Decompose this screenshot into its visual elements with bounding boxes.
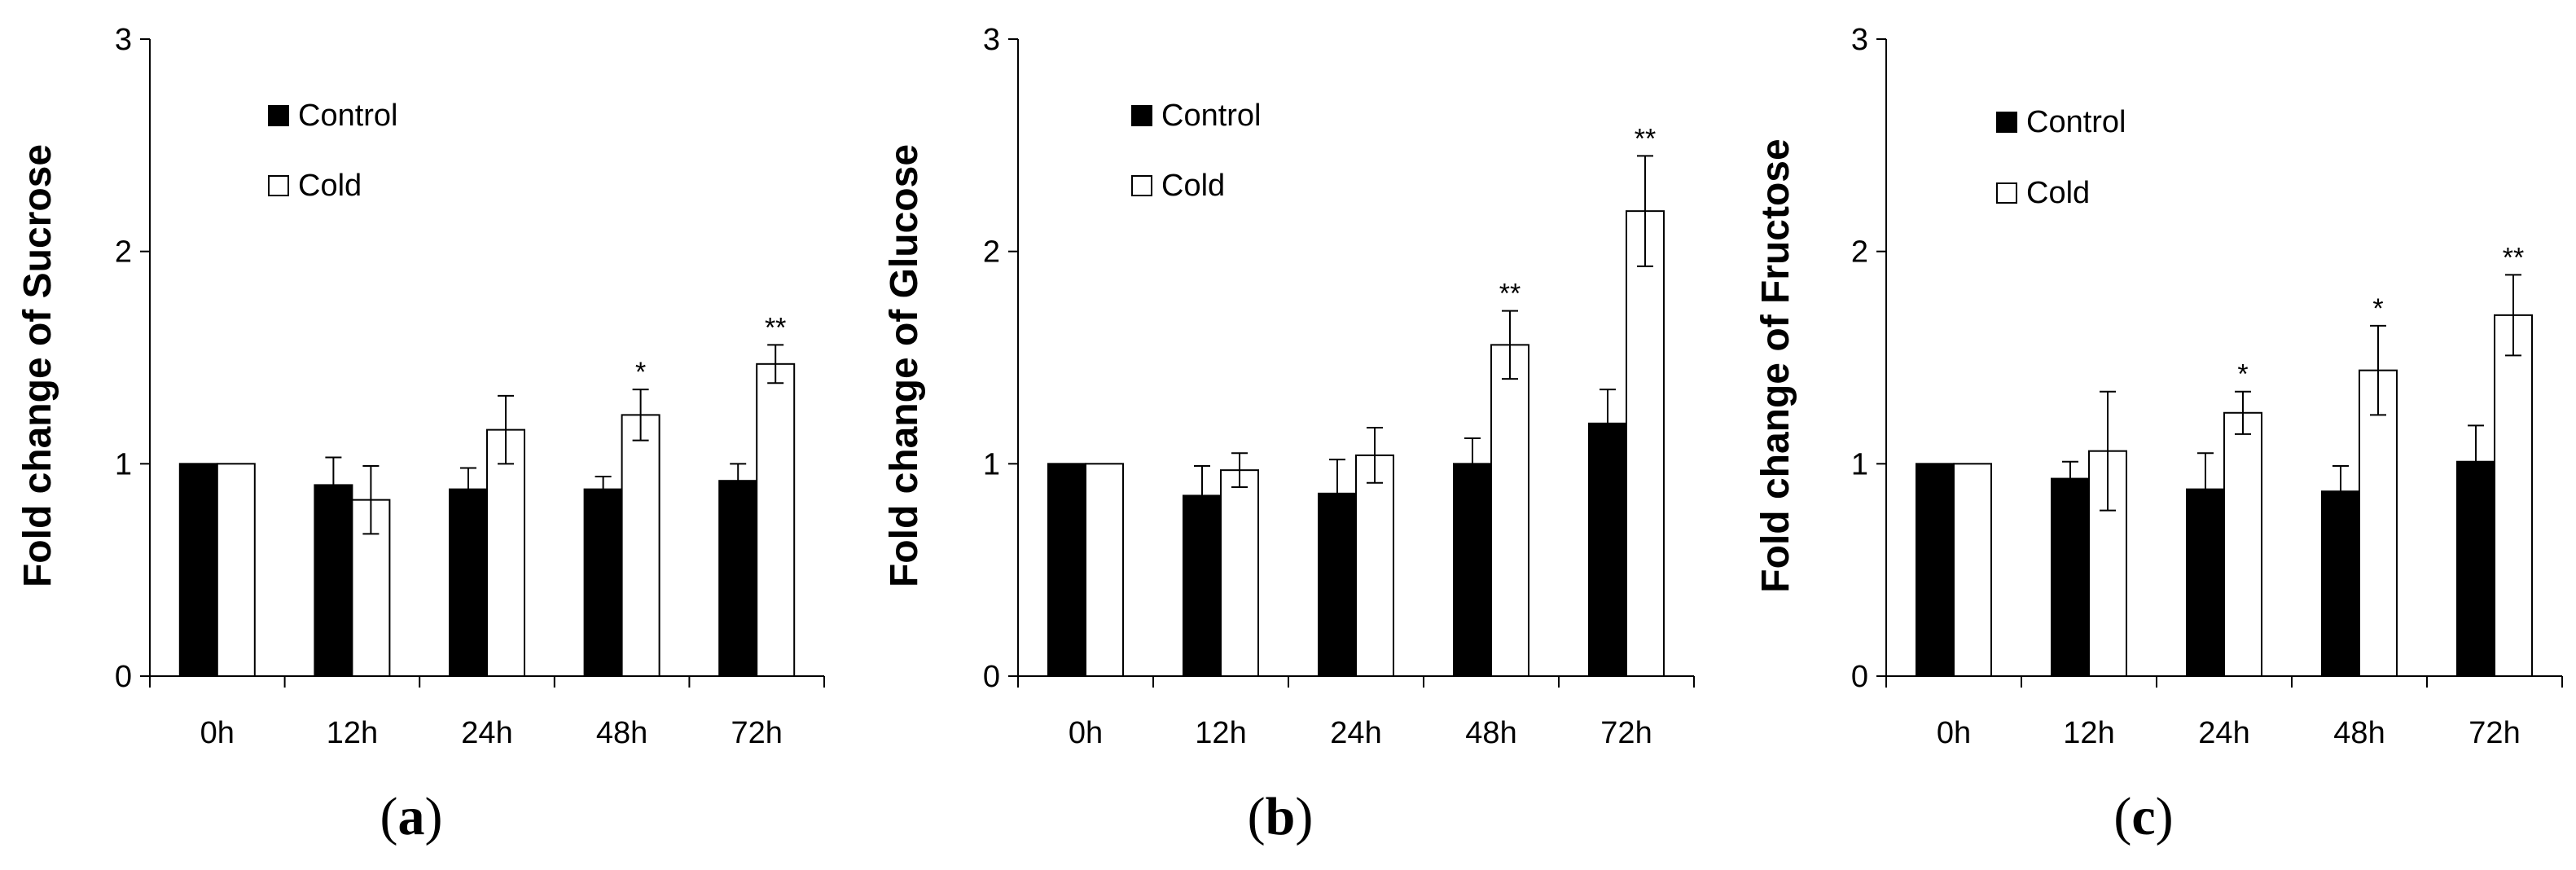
bar-control-72h <box>1588 422 1627 677</box>
legend-swatch-cold <box>268 175 289 196</box>
y-tick-label: 0 <box>983 660 1000 694</box>
y-tick-label: 2 <box>983 235 1000 270</box>
legend-label-cold: Cold <box>298 169 362 203</box>
x-tick-label: 0h <box>200 716 235 750</box>
chart-panel-c: 0 1 2 3 Fold change of Fructose 0h 12h 24h * 48h *… <box>1754 23 2563 846</box>
x-tick-label: 12h <box>1195 716 1246 750</box>
legend-swatch-cold <box>1996 182 2017 204</box>
legend-label-cold: Cold <box>2026 176 2090 210</box>
significance-mark: * <box>2372 293 2383 324</box>
bar-cold-72h <box>756 362 796 677</box>
legend-swatch-cold <box>1131 175 1152 196</box>
y-tick-label: 1 <box>983 447 1000 481</box>
x-tick-label: 24h <box>1330 716 1381 750</box>
y-tick-label: 0 <box>115 660 132 694</box>
significance-mark: ** <box>1635 123 1656 154</box>
y-tick-label: 3 <box>983 23 1000 57</box>
bar-cold-0h <box>216 463 256 677</box>
x-tick-label: 72h <box>1600 716 1652 750</box>
x-tick-label: 72h <box>2468 716 2520 750</box>
significance-mark: * <box>2237 359 2248 390</box>
chart-panel-a: 0 1 2 3 Fold change of Sucrose 0h 12h 24h 48h * 72… <box>16 23 825 846</box>
panel-label-letter: b <box>1266 787 1296 846</box>
y-tick-label: 1 <box>115 447 132 481</box>
y-tick-label: 2 <box>115 235 132 270</box>
bar-cold-48h <box>621 414 660 677</box>
x-tick-label: 12h <box>2063 716 2114 750</box>
legend-label-control: Control <box>2026 105 2126 139</box>
x-tick-label: 24h <box>2198 716 2249 750</box>
y-axis-label: Fold change of Glucose <box>883 144 926 587</box>
significance-mark: * <box>635 357 646 388</box>
panel-label-open: ( <box>380 787 398 846</box>
panel-label: (c) <box>2113 787 2173 846</box>
panel-label-open: ( <box>2113 787 2131 846</box>
y-axis-label: Fold change of Fructose <box>1754 138 1797 592</box>
legend-label-control: Control <box>298 99 398 133</box>
panel-label-open: ( <box>1248 787 1266 846</box>
bar-cold-0h <box>1085 463 1124 677</box>
panel-label-close: ) <box>1295 787 1313 846</box>
x-tick-label: 24h <box>461 716 512 750</box>
x-tick-label: 0h <box>1069 716 1103 750</box>
panel-label: (b) <box>1248 787 1314 846</box>
x-tick-label: 12h <box>327 716 378 750</box>
bar-cold-12h <box>1220 469 1259 677</box>
chart-panel-b: 0 1 2 3 Fold change of Glucose 0h 12h 24h 48h ** 7… <box>883 23 1695 846</box>
significance-mark: ** <box>765 312 786 343</box>
y-tick-label: 1 <box>1851 447 1868 481</box>
bar-cold-48h <box>2359 369 2398 677</box>
y-tick-label: 0 <box>1851 660 1868 694</box>
significance-mark: ** <box>1499 279 1521 310</box>
bar-control-48h <box>583 488 623 678</box>
bar-control-12h <box>314 484 353 678</box>
panel-label: (a) <box>380 787 443 846</box>
bar-control-0h <box>1047 463 1086 677</box>
panel-label-close: ) <box>425 787 443 846</box>
bar-cold-72h <box>2494 314 2533 677</box>
y-axis-label: Fold change of Sucrose <box>16 144 59 587</box>
bar-cold-0h <box>1953 463 1992 677</box>
panel-label-letter: c <box>2131 787 2155 846</box>
bar-cold-48h <box>1490 344 1529 677</box>
x-tick-label: 0h <box>1937 716 1971 750</box>
y-tick-label: 3 <box>1851 23 1868 57</box>
bar-control-24h <box>449 488 488 678</box>
panel-label-close: ) <box>2156 787 2174 846</box>
bar-control-72h <box>718 480 758 677</box>
x-tick-label: 48h <box>2333 716 2385 750</box>
bar-control-48h <box>2321 490 2360 677</box>
bar-cold-72h <box>1626 210 1665 677</box>
legend-swatch-control <box>268 105 289 126</box>
legend-label-control: Control <box>1161 99 1262 133</box>
x-tick-label: 48h <box>596 716 647 750</box>
bar-control-48h <box>1453 463 1492 677</box>
x-tick-label: 72h <box>731 716 782 750</box>
panel-label-letter: a <box>398 787 425 846</box>
x-tick-label: 48h <box>1465 716 1516 750</box>
bar-cold-24h <box>486 428 525 677</box>
legend-label-cold: Cold <box>1161 169 1225 203</box>
y-tick-label: 2 <box>1851 235 1868 270</box>
legend-swatch-control <box>1996 112 2017 133</box>
bar-control-0h <box>1916 463 1955 677</box>
bar-cold-24h <box>1355 454 1394 677</box>
legend-swatch-control <box>1131 105 1152 126</box>
bar-cold-24h <box>2223 411 2262 677</box>
significance-mark: ** <box>2503 242 2524 273</box>
bar-control-12h <box>2051 477 2090 678</box>
bar-control-0h <box>178 463 218 677</box>
y-tick-label: 3 <box>115 23 132 57</box>
